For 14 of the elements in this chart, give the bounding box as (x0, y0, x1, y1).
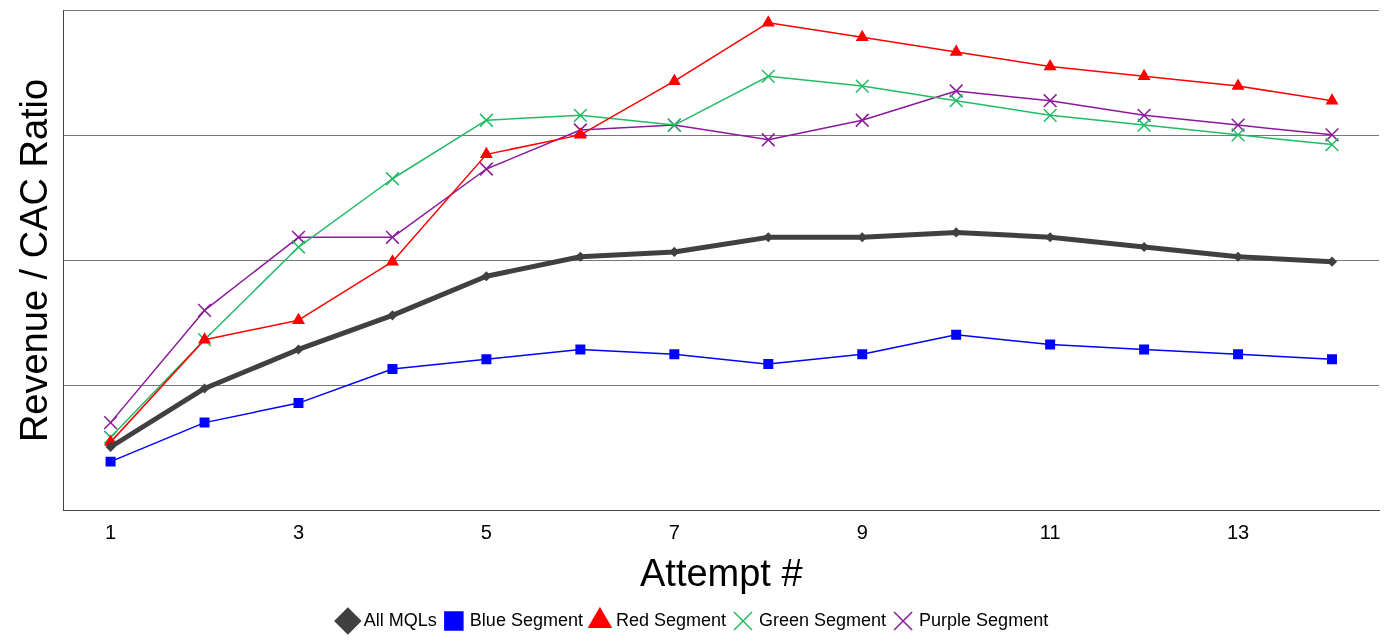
x-axis-title: Attempt # (639, 551, 803, 594)
x-tick-label: 13 (1226, 520, 1250, 543)
legend-label: Blue Segment (469, 609, 583, 630)
y-axis-title: Revenue / CAC Ratio (13, 78, 56, 443)
x-tick-label: 7 (668, 520, 680, 543)
x-tick-label: 3 (292, 520, 305, 543)
x-tick-label: 9 (856, 520, 868, 543)
x-tick-label: 5 (480, 520, 492, 543)
legend-label: Purple Segment (919, 609, 1049, 630)
x-tick-label: 11 (1039, 520, 1061, 543)
legend-label: Green Segment (759, 609, 887, 630)
legend-label: All MQLs (363, 609, 437, 630)
legend-label: Red Segment (615, 609, 727, 630)
x-tick-label: 1 (105, 520, 117, 543)
